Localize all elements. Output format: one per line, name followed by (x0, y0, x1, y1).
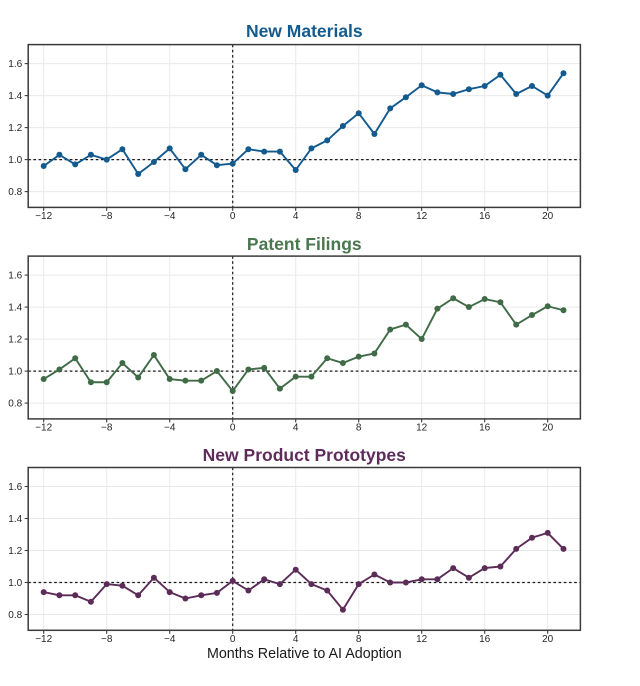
svg-text:New Product Prototypes: New Product Prototypes (203, 445, 406, 465)
svg-text:20: 20 (542, 634, 554, 645)
svg-text:0.8: 0.8 (8, 187, 22, 198)
svg-text:1.2: 1.2 (8, 123, 22, 134)
svg-text:1.4: 1.4 (8, 303, 22, 314)
svg-text:−8: −8 (101, 634, 113, 645)
svg-text:4: 4 (293, 211, 299, 222)
svg-text:8: 8 (356, 211, 362, 222)
svg-text:−8: −8 (101, 423, 113, 434)
svg-text:0: 0 (230, 634, 236, 645)
svg-text:−4: −4 (164, 634, 176, 645)
svg-text:12: 12 (416, 211, 428, 222)
svg-text:Patent Filings: Patent Filings (247, 234, 362, 254)
svg-text:Months Relative to AI Adoption: Months Relative to AI Adoption (207, 646, 402, 662)
svg-text:8: 8 (356, 634, 362, 645)
svg-text:1.4: 1.4 (8, 91, 22, 102)
svg-text:1.6: 1.6 (8, 59, 22, 70)
svg-text:0: 0 (230, 211, 236, 222)
svg-text:16: 16 (479, 423, 491, 434)
svg-text:16: 16 (479, 634, 491, 645)
svg-text:−8: −8 (101, 211, 113, 222)
svg-text:0.8: 0.8 (8, 399, 22, 410)
svg-text:1.4: 1.4 (8, 514, 22, 525)
svg-text:16: 16 (479, 211, 491, 222)
svg-text:4: 4 (293, 634, 299, 645)
svg-text:1.0: 1.0 (8, 367, 22, 378)
svg-text:4: 4 (293, 423, 299, 434)
svg-text:−12: −12 (35, 423, 52, 434)
svg-text:12: 12 (416, 423, 428, 434)
svg-text:0: 0 (230, 423, 236, 434)
svg-text:12: 12 (416, 634, 428, 645)
svg-text:New Materials: New Materials (246, 21, 363, 41)
svg-text:20: 20 (542, 211, 554, 222)
svg-text:20: 20 (542, 423, 554, 434)
svg-text:1.6: 1.6 (8, 482, 22, 493)
svg-text:1.0: 1.0 (8, 578, 22, 589)
svg-text:1.6: 1.6 (8, 271, 22, 282)
svg-text:1.2: 1.2 (8, 335, 22, 346)
svg-text:−4: −4 (164, 211, 176, 222)
svg-text:−4: −4 (164, 423, 176, 434)
svg-text:1.0: 1.0 (8, 155, 22, 166)
svg-text:8: 8 (356, 423, 362, 434)
svg-text:−12: −12 (35, 211, 52, 222)
svg-text:−12: −12 (35, 634, 52, 645)
svg-text:0.8: 0.8 (8, 610, 22, 621)
svg-text:1.2: 1.2 (8, 546, 22, 557)
